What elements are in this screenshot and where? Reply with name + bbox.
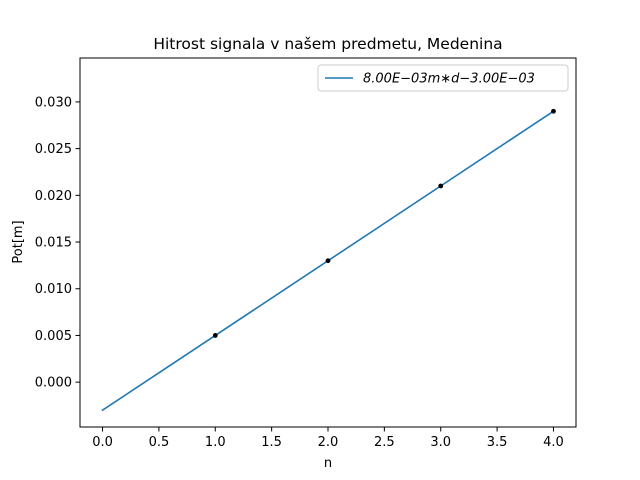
- y-tick-label: 0.000: [35, 376, 72, 391]
- x-axis-label: n: [324, 456, 332, 471]
- legend-box: [317, 64, 569, 92]
- x-tick-label: 0.0: [92, 435, 113, 450]
- data-point: [325, 258, 331, 264]
- x-tick-label: 1.0: [205, 435, 226, 450]
- y-axis-label: Pot[m]: [11, 220, 26, 263]
- chart-title: Hitrost signala v našem predmetu, Medeni…: [153, 35, 502, 53]
- x-tick-label: 3.5: [487, 435, 508, 450]
- x-tick-label: 3.0: [430, 435, 451, 450]
- y-tick-label: 0.005: [35, 329, 72, 344]
- data-point: [551, 108, 556, 114]
- legend-entry-label: 8.00E−03m∗d−3.00E−03: [363, 72, 535, 87]
- data-point: [212, 333, 218, 338]
- y-tick-label: 0.030: [35, 95, 72, 110]
- x-tick-label: 4.0: [543, 435, 564, 450]
- y-tick-label: 0.010: [35, 282, 72, 297]
- y-tick-label: 0.015: [35, 236, 72, 251]
- y-tick-label: 0.025: [35, 142, 72, 157]
- data-point: [438, 183, 444, 189]
- plot-area: 0.0 0.5 1.0 1.5 2.0 2.5 3.0 3.5 4.0 0.000 0.005 0.0…: [35, 57, 577, 450]
- y-tick-label: 0.020: [35, 189, 72, 204]
- x-tick-label: 2.5: [374, 435, 395, 450]
- x-tick-label: 0.5: [149, 435, 170, 450]
- x-tick-label: 1.5: [261, 435, 282, 450]
- axes-frame: [79, 57, 577, 428]
- x-tick-label: 2.0: [318, 435, 339, 450]
- legend: 8.00E−03m∗d−3.00E−03: [317, 64, 569, 92]
